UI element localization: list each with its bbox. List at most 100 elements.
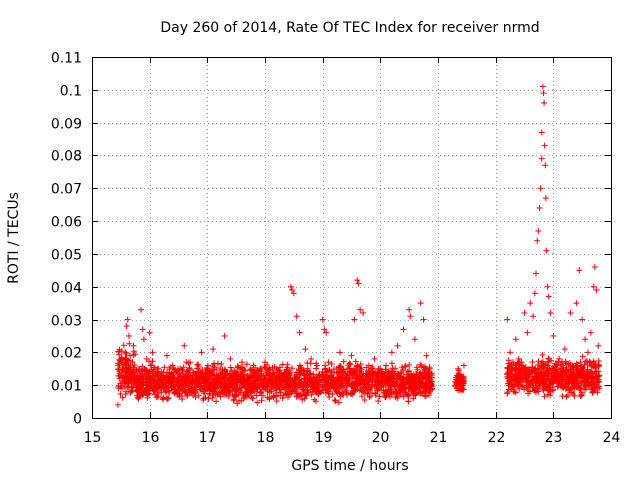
data-point (213, 398, 220, 405)
data-point (388, 391, 395, 398)
data-point (270, 369, 277, 376)
data-point (363, 373, 370, 380)
data-point (393, 389, 400, 396)
data-point (256, 372, 263, 379)
data-point (194, 361, 201, 368)
data-point (579, 316, 586, 323)
data-point (163, 352, 170, 359)
data-point (122, 349, 129, 356)
data-point (338, 385, 345, 392)
data-point (319, 383, 326, 390)
data-point (218, 360, 225, 367)
plot-frame (92, 57, 612, 419)
y-tick-label: 0.06 (51, 215, 82, 231)
x-tick-label: 24 (603, 430, 621, 446)
data-point (559, 393, 566, 400)
data-point (215, 372, 222, 379)
data-point (336, 349, 343, 356)
data-point (417, 361, 424, 368)
data-point (251, 371, 258, 378)
data-point (355, 280, 362, 287)
data-point (144, 391, 151, 398)
data-point (209, 368, 216, 375)
data-point (542, 162, 549, 169)
data-point (535, 227, 542, 234)
data-point (169, 377, 176, 384)
x-tick-label: 15 (84, 430, 102, 446)
data-point (574, 383, 581, 390)
data-point (569, 378, 576, 385)
data-point (273, 398, 280, 405)
data-point (165, 380, 172, 387)
data-point (591, 264, 598, 271)
data-point (518, 377, 525, 384)
data-point (394, 342, 401, 349)
data-point (144, 378, 151, 385)
data-point (386, 379, 393, 386)
data-point (545, 384, 552, 391)
data-point (556, 355, 563, 362)
data-point (133, 384, 140, 391)
data-point (504, 316, 511, 323)
data-point (542, 362, 549, 369)
data-point (398, 370, 405, 377)
data-point (348, 352, 355, 359)
data-point (187, 374, 194, 381)
data-point (567, 309, 574, 316)
data-point (511, 376, 518, 383)
data-point (591, 381, 598, 388)
data-point (525, 366, 532, 373)
data-point (201, 379, 208, 386)
data-point (344, 372, 351, 379)
data-point (360, 309, 367, 316)
x-axis-label: GPS time / hours (291, 458, 408, 474)
data-point (285, 384, 292, 391)
data-point (577, 359, 584, 366)
data-point (545, 293, 552, 300)
data-point (301, 375, 308, 382)
data-point (371, 378, 378, 385)
data-point (349, 374, 356, 381)
data-point (176, 383, 183, 390)
data-point (335, 399, 342, 406)
data-point (361, 396, 368, 403)
data-point (379, 375, 386, 382)
y-tick-label: 0.1 (60, 84, 82, 100)
data-point (534, 237, 541, 244)
data-point (294, 392, 301, 399)
y-tick-label: 0.08 (51, 149, 82, 165)
data-point (584, 381, 591, 388)
data-point (578, 382, 585, 389)
data-point (273, 365, 280, 372)
data-point (126, 366, 133, 373)
data-point (184, 393, 191, 400)
data-point (550, 378, 557, 385)
data-point (144, 386, 151, 393)
data-point (280, 373, 287, 380)
data-point (205, 384, 212, 391)
data-point (203, 373, 210, 380)
data-point (293, 313, 300, 320)
data-point (183, 379, 190, 386)
data-point (550, 332, 557, 339)
data-point (149, 385, 156, 392)
data-point (186, 365, 193, 372)
data-point (372, 392, 379, 399)
data-point (418, 376, 425, 383)
data-point (325, 359, 332, 366)
data-point (129, 369, 136, 376)
data-point (557, 361, 564, 368)
data-point (254, 399, 261, 406)
data-point (117, 390, 124, 397)
data-point (526, 388, 533, 395)
data-point (544, 367, 551, 374)
data-point (139, 326, 146, 333)
data-point (562, 368, 569, 375)
data-point (279, 395, 286, 402)
data-point (222, 373, 229, 380)
data-point (269, 364, 276, 371)
data-point (295, 377, 302, 384)
data-point (404, 375, 411, 382)
data-point (134, 376, 141, 383)
x-tick-label: 20 (372, 430, 390, 446)
